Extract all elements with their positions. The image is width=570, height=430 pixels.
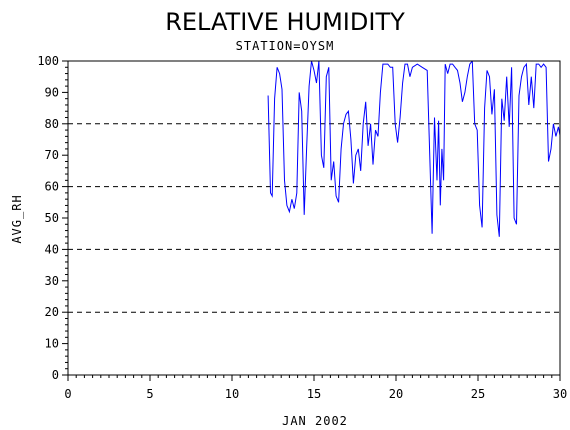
- series-line-1: [267, 61, 560, 237]
- axes: 0 10 20 30 40 50 60 70 80 90 100 0 5 10 15 20 25 30: [37, 54, 567, 401]
- y-axis-label: AVG_RH: [10, 194, 24, 243]
- plot-frame: [67, 60, 561, 376]
- y-tick-label: 50: [45, 211, 59, 225]
- gridlines: [68, 60, 560, 376]
- x-tick-label: 25: [471, 387, 485, 401]
- x-tick-label: 20: [389, 387, 403, 401]
- y-tick-label: 30: [45, 274, 59, 288]
- y-tick-label: 60: [45, 180, 59, 194]
- y-tick-label: 90: [45, 85, 59, 99]
- y-tick-label: 0: [52, 368, 59, 382]
- y-tick-label: 100: [37, 54, 59, 68]
- y-tick-label: 10: [45, 337, 59, 351]
- y-tick-label: 20: [45, 305, 59, 319]
- chart-title: RELATIVE HUMIDITY: [165, 8, 405, 36]
- chart-subtitle: STATION=OYSM: [236, 39, 335, 53]
- x-tick-label: 5: [146, 387, 153, 401]
- y-tick-label: 40: [45, 242, 59, 256]
- y-tick-label: 70: [45, 148, 59, 162]
- x-tick-label: 15: [307, 387, 321, 401]
- x-tick-label: 30: [553, 387, 567, 401]
- x-tick-label: 10: [225, 387, 239, 401]
- x-tick-label: 0: [64, 387, 71, 401]
- plot-area: [267, 61, 560, 237]
- y-tick-label: 80: [45, 117, 59, 131]
- x-axis-label: JAN 2002: [282, 414, 348, 428]
